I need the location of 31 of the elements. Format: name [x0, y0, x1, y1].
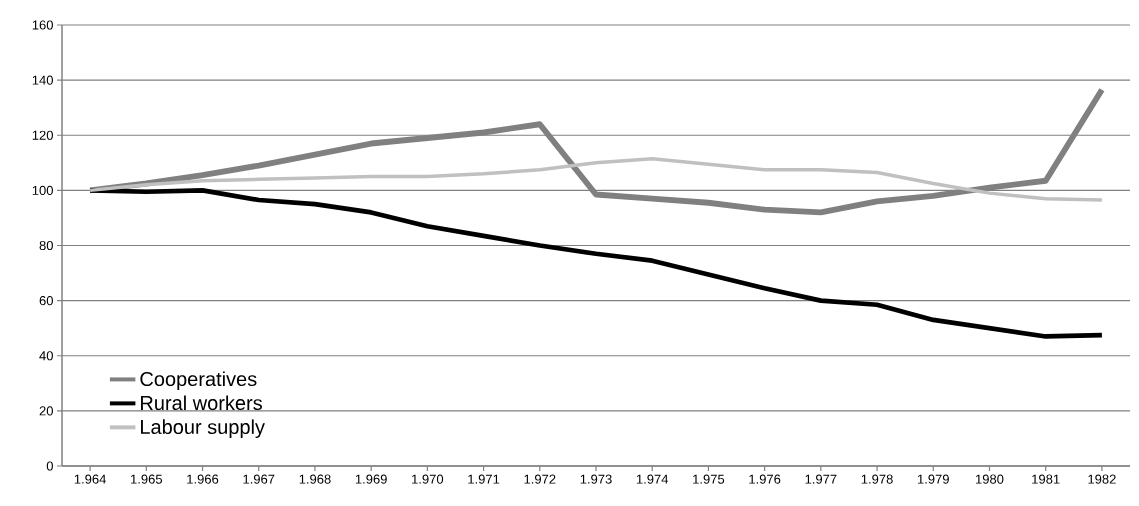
y-tick-label: 140: [32, 75, 53, 85]
x-tick-label: 1980: [976, 474, 1004, 484]
x-tick-label: 1.972: [524, 474, 556, 484]
x-tick-label: 1.977: [805, 474, 837, 484]
x-tick-label: 1.978: [861, 474, 893, 484]
y-tick-label: 120: [32, 130, 53, 140]
x-tick-label: 1.975: [693, 474, 725, 484]
x-tick-label: 1.965: [131, 474, 163, 484]
y-tick-label: 40: [39, 351, 53, 361]
x-tick-label: 1982: [1088, 474, 1116, 484]
legend-label: Cooperatives: [140, 371, 257, 391]
x-tick-label: 1981: [1032, 474, 1060, 484]
x-tick-label: 1.969: [355, 474, 387, 484]
x-tick-label: 1.967: [243, 474, 275, 484]
x-tick-label: 1.971: [468, 474, 500, 484]
y-tick-label: 80: [39, 240, 53, 251]
legend-label: Rural workers: [141, 395, 262, 411]
y-tick-label: 0: [46, 461, 53, 471]
x-tick-label: 1.973: [580, 474, 612, 484]
legend-label: Labour supply: [141, 419, 265, 439]
y-tick-label: 160: [32, 20, 53, 30]
y-tick-label: 60: [39, 296, 53, 306]
y-tick-label: 20: [39, 406, 53, 416]
x-tick-label: 1.979: [917, 474, 949, 484]
x-tick-label: 1.970: [412, 474, 444, 484]
x-tick-label: 1.968: [299, 474, 331, 484]
y-tick-label: 100: [32, 185, 53, 195]
x-tick-label: 1.974: [636, 474, 669, 484]
x-tick-label: 1.966: [187, 474, 219, 484]
x-tick-label: 1.964: [74, 474, 106, 484]
x-tick-label: 1.976: [749, 474, 781, 484]
